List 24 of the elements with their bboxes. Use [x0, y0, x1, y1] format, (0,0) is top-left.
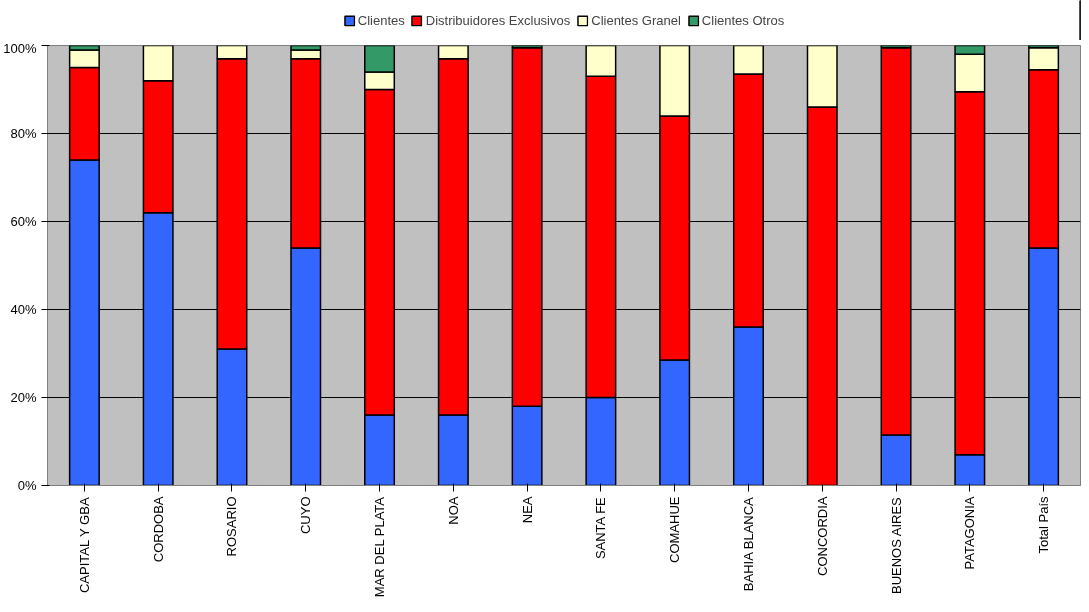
x-tick-label: ROSARIO — [224, 496, 240, 557]
y-tick-label: 40% — [10, 302, 37, 317]
x-tick-label: CORDOBA — [150, 496, 166, 563]
x-tick-label: MAR DEL PLATA — [372, 496, 388, 598]
x-tick-label: Total País — [1036, 496, 1052, 554]
x-tick-label: CAPITAL Y GBA — [76, 497, 92, 594]
x-tick-label: CONCORDIA — [814, 496, 830, 576]
x-tick-label: NEA — [519, 496, 535, 524]
legend-label: Clientes Granel — [591, 12, 681, 28]
legend-label: Distribuidores Exclusivos — [425, 12, 571, 28]
y-tick-label: 60% — [10, 214, 37, 229]
x-tick-label: BUENOS AIRES — [888, 496, 904, 595]
x-tick-label: CUYO — [298, 496, 314, 535]
legend-label: Clientes — [357, 12, 405, 28]
x-tick-label: BAHIA BLANCA — [740, 496, 756, 592]
x-tick-label: SANTA FE — [593, 496, 609, 560]
x-tick-label: COMAHUE — [667, 496, 683, 563]
legend-label: Clientes Otros — [701, 12, 785, 28]
x-tick-label: NOA — [445, 496, 461, 525]
y-tick-label: 0% — [17, 478, 37, 493]
y-tick-label: 100% — [3, 40, 37, 56]
x-tick-label: PATAGONIA — [962, 496, 978, 570]
y-tick-label: 80% — [10, 126, 37, 141]
y-tick-label: 20% — [10, 390, 37, 405]
